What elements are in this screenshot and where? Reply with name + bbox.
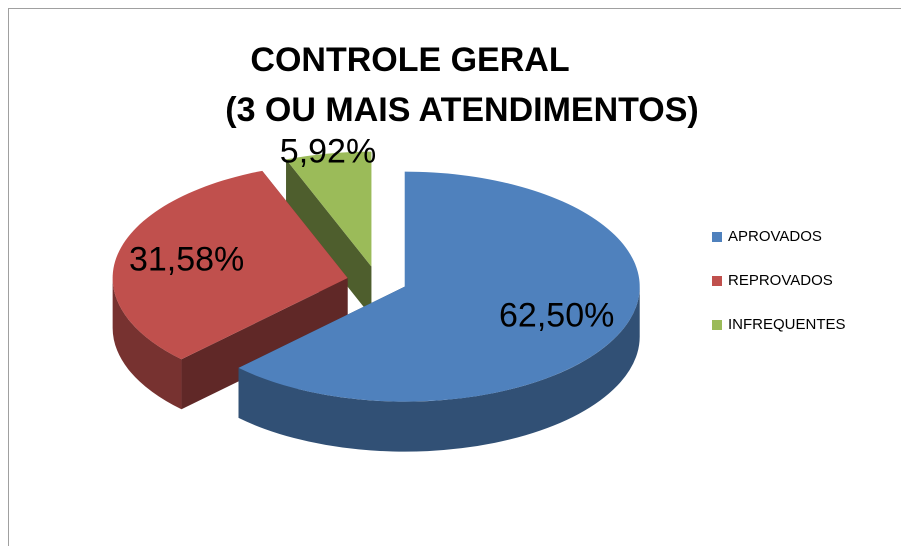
legend-label: APROVADOS bbox=[728, 228, 822, 245]
value-label: 5,92% bbox=[280, 133, 376, 171]
legend-label: REPROVADOS bbox=[728, 272, 833, 289]
legend-swatch bbox=[712, 276, 722, 286]
slice bbox=[238, 171, 640, 452]
slice-wall bbox=[112, 277, 182, 410]
chart-frame bbox=[8, 8, 901, 546]
slice-top bbox=[286, 151, 372, 267]
slice-wall bbox=[238, 286, 640, 452]
slice-top bbox=[112, 170, 348, 360]
chart-subtitle: (3 OU MAIS ATENDIMENTOS) bbox=[225, 91, 699, 129]
legend-label: INFREQUENTES bbox=[728, 316, 846, 333]
legend-swatch bbox=[712, 320, 722, 330]
value-label: 62,50% bbox=[499, 296, 614, 334]
legend-swatch bbox=[712, 232, 722, 242]
slice-side bbox=[181, 277, 348, 410]
chart-title: CONTROLE GERAL bbox=[250, 41, 569, 79]
slice bbox=[112, 170, 348, 410]
slice-top bbox=[238, 171, 640, 402]
slice-side bbox=[286, 159, 372, 317]
value-label: 31,58% bbox=[129, 240, 244, 278]
slice bbox=[286, 151, 372, 317]
